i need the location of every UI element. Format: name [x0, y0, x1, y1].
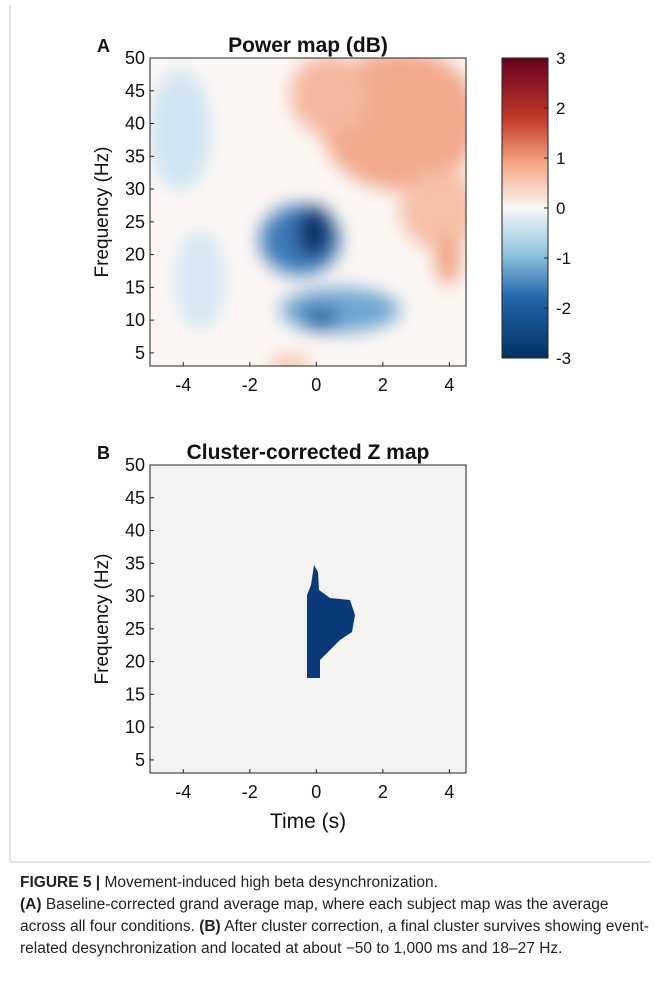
y-tick-label: 25 [125, 212, 145, 232]
figure-label: FIGURE 5 | [20, 874, 101, 891]
panel-label: (B) [199, 918, 221, 935]
x-tick-label: 4 [444, 375, 454, 395]
colorbar-tick-label: -2 [556, 299, 571, 318]
y-tick-label: 35 [125, 146, 145, 166]
y-axis-label: Frequency (Hz) [92, 147, 113, 278]
y-tick-label: 15 [125, 684, 145, 704]
colorbar-tick-label: 0 [556, 199, 565, 218]
y-tick-label: 10 [125, 717, 145, 737]
x-tick-label: -2 [242, 375, 258, 395]
caption-text: After cluster correction, a final cluste… [20, 918, 649, 957]
cluster [307, 565, 355, 678]
y-tick-label: 10 [125, 310, 145, 330]
caption-title: Movement-induced high beta desynchroniza… [104, 874, 438, 891]
panel-letter: B [97, 443, 110, 463]
y-tick-label: 5 [135, 343, 145, 363]
y-tick-label: 35 [125, 553, 145, 573]
panel-title: Cluster-corrected Z map [187, 441, 430, 464]
y-tick-label: 45 [125, 488, 145, 508]
y-tick-label: 20 [125, 652, 145, 672]
x-tick-label: -4 [175, 375, 191, 395]
x-tick-label: 2 [378, 375, 388, 395]
axes-frame [149, 57, 467, 367]
y-tick-label: 5 [135, 750, 145, 770]
figure: A Power map (dB)Frequency (Hz)-4 -2 0 2 45101… [9, 5, 650, 863]
y-tick-label: 40 [125, 114, 145, 134]
y-tick-label: 50 [125, 455, 145, 475]
power-map [150, 58, 466, 366]
x-tick-label: 2 [378, 782, 388, 802]
panel-label: (A) [20, 896, 42, 913]
y-tick-label: 30 [125, 586, 145, 606]
x-tick-label: 0 [311, 782, 321, 802]
y-axis-label: Frequency (Hz) [92, 554, 113, 685]
x-axis-label: Time (s) [270, 810, 346, 833]
x-tick-label: 0 [311, 375, 321, 395]
panel-title: Power map (dB) [228, 34, 388, 57]
y-tick-label: 30 [125, 179, 145, 199]
colorbar-tick-label: 2 [556, 99, 565, 118]
panel-letter: A [97, 36, 110, 56]
axes-frame [149, 464, 467, 774]
caption: FIGURE 5 | Movement-induced high beta de… [20, 872, 650, 960]
y-tick-label: 45 [125, 81, 145, 101]
x-tick-label: -4 [175, 782, 191, 802]
y-tick-label: 15 [125, 277, 145, 297]
colorbar [501, 57, 549, 359]
y-tick-label: 25 [125, 619, 145, 639]
colorbar-tick-label: -1 [556, 249, 571, 268]
colorbar-tick-label: -3 [556, 349, 571, 368]
y-tick-label: 20 [125, 245, 145, 265]
x-tick-label: 4 [444, 782, 454, 802]
figure-border [9, 5, 650, 863]
colorbar-tick-label: 3 [556, 49, 565, 68]
y-tick-label: 40 [125, 521, 145, 541]
y-tick-label: 50 [125, 48, 145, 68]
colorbar-tick-label: 1 [556, 149, 565, 168]
caption-text: Baseline-corrected grand average map, wh… [20, 896, 609, 935]
x-tick-label: -2 [242, 782, 258, 802]
